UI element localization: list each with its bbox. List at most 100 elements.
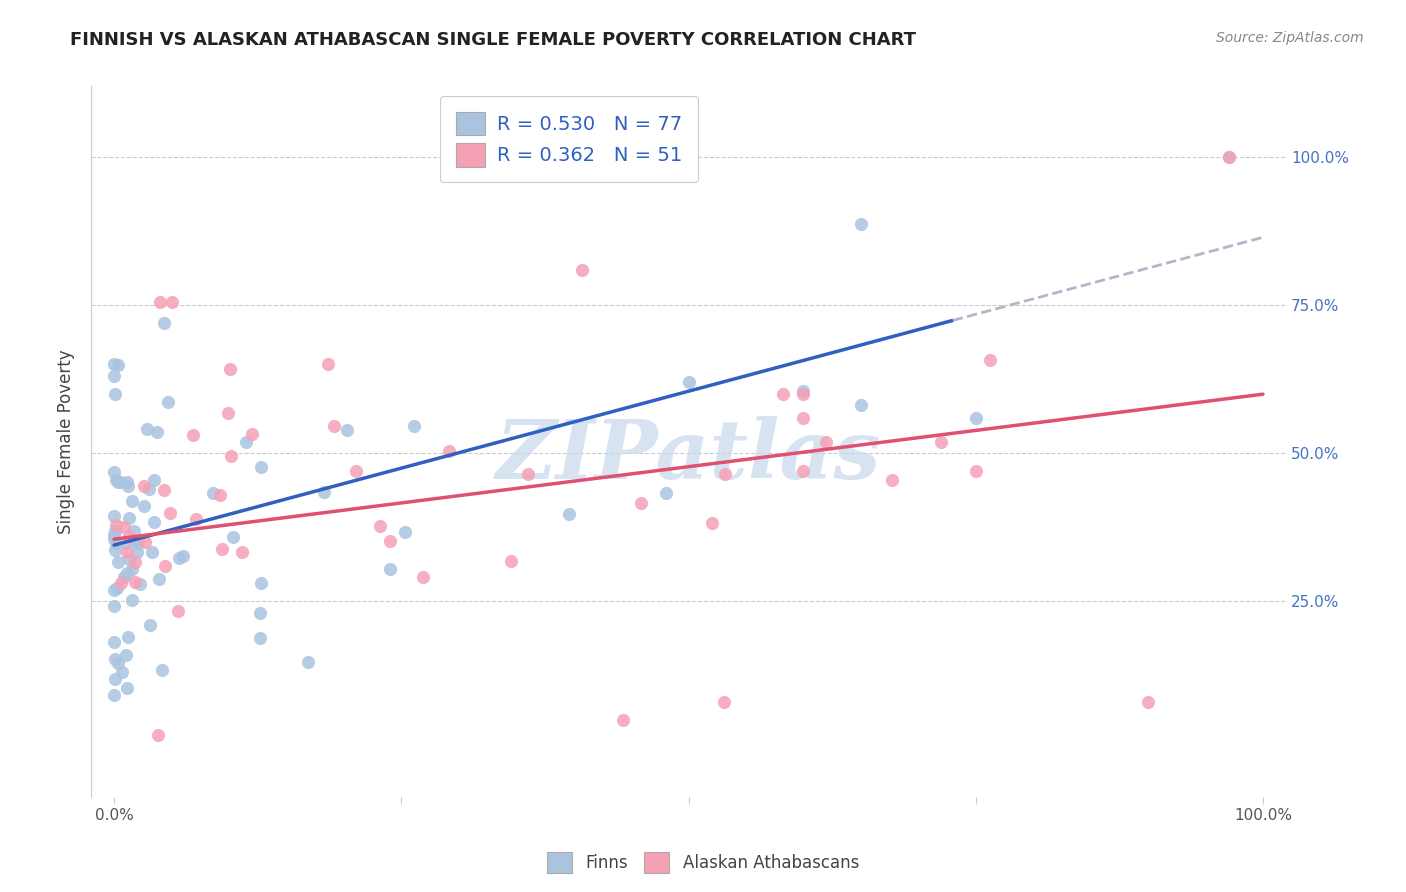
Point <box>105 517 128 532</box>
Point <box>612 713 634 727</box>
Point <box>150 663 173 677</box>
Point <box>103 528 125 542</box>
Point <box>103 465 125 479</box>
Point <box>115 648 138 662</box>
Point <box>1218 150 1240 164</box>
Point <box>250 460 273 475</box>
Point <box>104 542 127 557</box>
Point <box>124 555 146 569</box>
Point <box>380 533 402 548</box>
Point <box>143 516 166 530</box>
Point <box>1137 695 1160 709</box>
Point <box>792 464 814 478</box>
Point <box>211 542 233 557</box>
Point <box>103 599 125 613</box>
Point <box>297 655 319 669</box>
Point <box>250 576 273 591</box>
Point <box>118 529 141 543</box>
Point <box>412 570 434 584</box>
Point <box>181 427 204 442</box>
Point <box>104 652 127 666</box>
Point <box>160 295 183 310</box>
Point <box>378 561 401 575</box>
Point <box>143 473 166 487</box>
Point <box>702 516 724 530</box>
Point <box>107 656 129 670</box>
Legend: Finns, Alaskan Athabascans: Finns, Alaskan Athabascans <box>540 846 866 880</box>
Point <box>316 357 339 371</box>
Point <box>929 434 952 449</box>
Point <box>149 295 172 310</box>
Point <box>103 582 125 597</box>
Text: ZIPatlas: ZIPatlas <box>496 416 882 496</box>
Point <box>713 695 735 709</box>
Point <box>965 464 987 478</box>
Point <box>517 467 540 481</box>
Point <box>1218 150 1240 164</box>
Point <box>124 574 146 589</box>
Point <box>404 418 426 433</box>
Point <box>772 386 794 401</box>
Point <box>103 688 125 702</box>
Point <box>146 425 169 439</box>
Point <box>110 576 132 591</box>
Point <box>115 475 138 489</box>
Point <box>184 511 207 525</box>
Point <box>678 375 700 389</box>
Point <box>121 562 143 576</box>
Point <box>159 506 181 520</box>
Point <box>439 443 461 458</box>
Text: FINNISH VS ALASKAN ATHABASCAN SINGLE FEMALE POVERTY CORRELATION CHART: FINNISH VS ALASKAN ATHABASCAN SINGLE FEM… <box>70 31 917 49</box>
Point <box>108 475 131 490</box>
Point <box>107 555 129 569</box>
Point <box>344 464 367 478</box>
Point <box>501 554 523 568</box>
Point <box>152 483 174 497</box>
Point <box>103 672 125 686</box>
Point <box>167 550 190 565</box>
Point <box>122 524 145 538</box>
Point <box>654 485 676 500</box>
Point <box>235 435 257 450</box>
Point <box>115 545 138 559</box>
Point <box>557 507 579 521</box>
Point <box>117 478 139 492</box>
Point <box>115 681 138 696</box>
Point <box>118 511 141 525</box>
Point <box>107 358 129 372</box>
Y-axis label: Single Female Poverty: Single Female Poverty <box>58 349 75 533</box>
Point <box>112 570 135 584</box>
Point <box>218 362 240 376</box>
Point <box>103 509 125 524</box>
Point <box>118 552 141 566</box>
Text: Source: ZipAtlas.com: Source: ZipAtlas.com <box>1216 31 1364 45</box>
Point <box>965 410 987 425</box>
Point <box>368 519 391 533</box>
Point <box>153 316 176 330</box>
Point <box>240 427 263 442</box>
Point <box>792 387 814 401</box>
Point <box>394 525 416 540</box>
Point <box>136 422 159 436</box>
Point <box>105 473 128 487</box>
Point <box>117 630 139 644</box>
Point <box>146 728 169 742</box>
Point <box>134 500 156 514</box>
Point <box>115 566 138 580</box>
Point <box>155 559 177 574</box>
Point <box>792 384 814 399</box>
Point <box>630 496 652 510</box>
Point <box>322 419 344 434</box>
Point <box>713 467 735 482</box>
Point <box>157 395 180 409</box>
Point <box>849 217 872 231</box>
Point <box>111 665 134 680</box>
Point <box>104 386 127 401</box>
Point <box>132 479 155 493</box>
Point <box>104 524 127 538</box>
Point <box>129 576 152 591</box>
Point <box>792 410 814 425</box>
Point <box>173 549 195 564</box>
Point <box>127 536 149 550</box>
Point <box>979 353 1001 368</box>
